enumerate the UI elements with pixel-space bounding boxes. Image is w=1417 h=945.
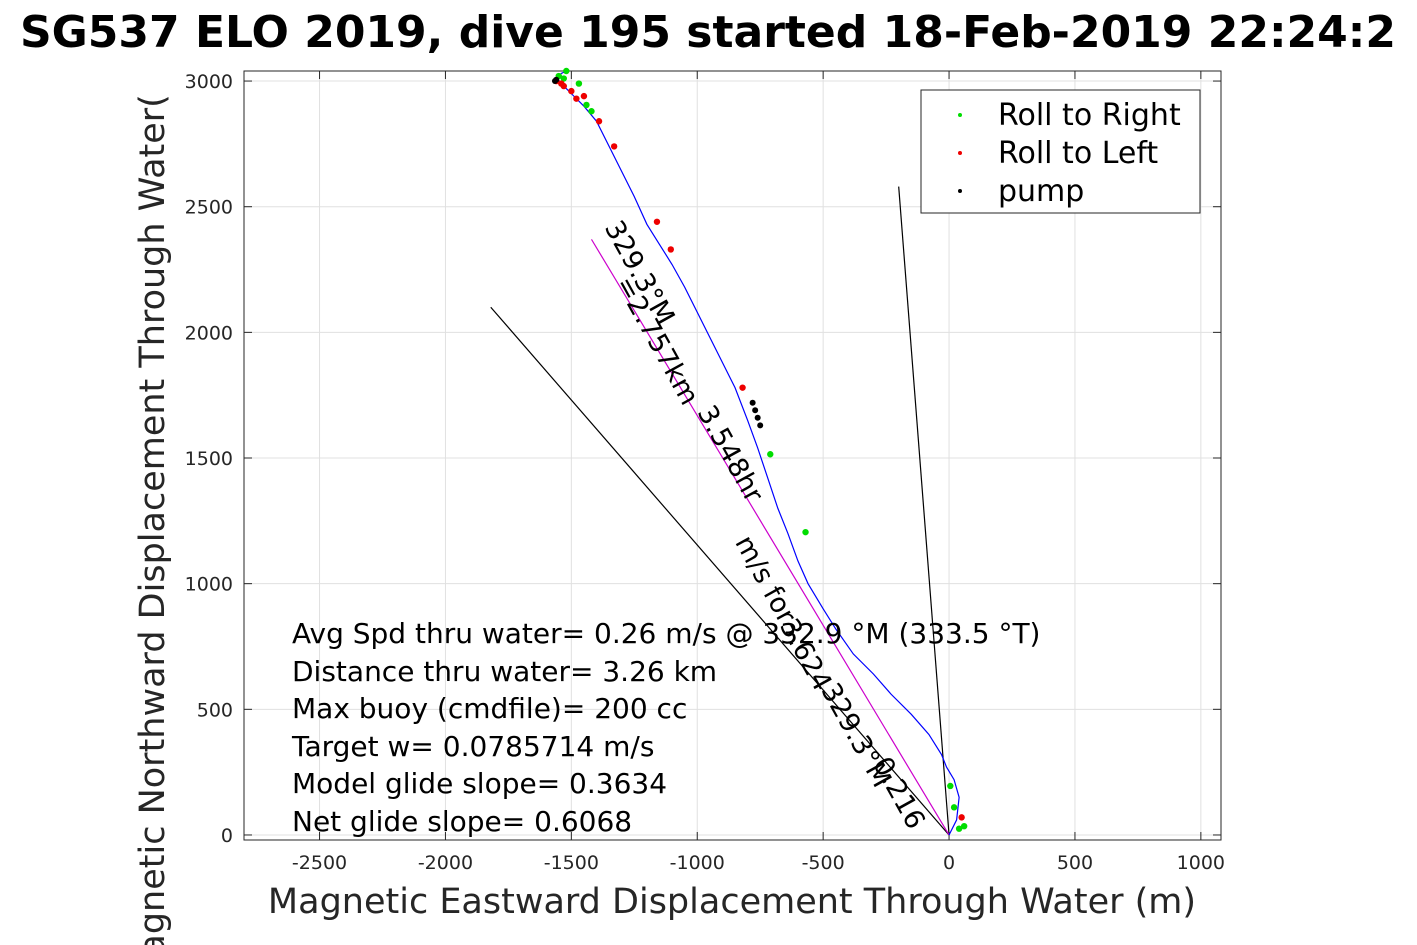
x-tick-label: -2500 (292, 852, 347, 874)
legend-label-roll-right: Roll to Right (998, 98, 1181, 133)
legend-marker-roll-left (958, 151, 962, 155)
track-line (556, 70, 960, 836)
chart-title: SG537 ELO 2019, dive 195 started 18-Feb-… (20, 7, 1396, 58)
y-axis-label: Magnetic Northward Displacement Through … (133, 94, 173, 945)
legend-label-pump: pump (998, 174, 1084, 209)
rotated-label: 0.216 (866, 752, 931, 835)
x-tick-label: 0 (943, 852, 955, 874)
y-tick-label: 2500 (185, 197, 233, 219)
legend-marker-pump (958, 189, 962, 193)
x-tick-label: -1000 (670, 852, 725, 874)
x-tick-label: -2000 (418, 852, 473, 874)
x-axis-label: Magnetic Eastward Displacement Through W… (268, 882, 1196, 922)
plot-area-frame (243, 70, 1222, 841)
rotated-label: m/s for (728, 530, 802, 629)
roll-left-point (573, 95, 580, 102)
annotation-net-glide: Net glide slope= 0.6068 (292, 805, 632, 838)
roll-right-point (767, 451, 774, 458)
roll-left-point (610, 143, 618, 150)
roll-right-point (588, 108, 595, 115)
legend: Roll to Right Roll to Left pump (920, 89, 1201, 214)
roll-left-point (568, 87, 575, 95)
pump-point (757, 422, 764, 429)
annotation-max-buoy: Max buoy (cmdfile)= 200 cc (292, 692, 687, 725)
roll-left-point (667, 246, 675, 253)
roll-right-point (950, 804, 958, 811)
roll-left-point (739, 384, 746, 391)
roll-left-point (653, 218, 661, 225)
annotation-target-w: Target w= 0.0785714 m/s (291, 730, 654, 763)
x-tick-label: -500 (802, 852, 845, 874)
x-tick-label: -1500 (544, 852, 599, 874)
y-tick-label: 3000 (185, 71, 233, 93)
x-tick-label: 1000 (1177, 852, 1225, 874)
y-tick-labels: 0 500 1000 1500 2000 2500 3000 (185, 71, 233, 847)
roll-right-point (575, 80, 583, 87)
legend-box (920, 89, 1201, 214)
roll-left-point (958, 814, 965, 821)
pump-point (752, 407, 759, 414)
y-tick-label: 500 (197, 699, 233, 721)
annotation-model-glide: Model glide slope= 0.3634 (292, 767, 667, 800)
reference-line (590, 239, 950, 836)
track-series (556, 70, 960, 836)
y-tick-label: 2000 (185, 322, 233, 344)
roll-right-point (802, 528, 809, 536)
roll-left-point (595, 118, 603, 125)
y-tick-label: 0 (221, 825, 233, 847)
pump-point (749, 399, 756, 406)
x-tick-label: 500 (1057, 852, 1093, 874)
axis-ticks (244, 71, 1221, 840)
annotation-distance: Distance thru water= 3.26 km (292, 655, 717, 688)
stats-annotations: Avg Spd thru water= 0.26 m/s @ 332.9 °M … (291, 617, 1040, 838)
pump-point (754, 414, 761, 421)
reference-line (898, 186, 950, 836)
x-tick-labels: -2500 -2000 -1500 -1000 -500 0 500 1000 (292, 852, 1225, 874)
legend-marker-roll-right (958, 113, 962, 117)
roll-left-point (558, 80, 565, 87)
y-tick-label: 1000 (185, 574, 233, 596)
roll-right-point (583, 101, 590, 109)
roll-right-point (947, 782, 954, 790)
legend-label-roll-left: Roll to Left (998, 136, 1158, 171)
annotation-avg-speed: Avg Spd thru water= 0.26 m/s @ 332.9 °M … (292, 617, 1040, 650)
roll-right-point (955, 825, 963, 832)
reference-lines (490, 186, 950, 836)
roll-right-point (563, 67, 570, 75)
roll-left-point (580, 92, 588, 100)
marker-series (551, 67, 968, 832)
roll-right-point (960, 822, 968, 830)
pump-point (551, 78, 558, 85)
reference-line (490, 306, 950, 836)
roll-right-point (560, 75, 567, 82)
y-tick-label: 1500 (185, 448, 233, 470)
